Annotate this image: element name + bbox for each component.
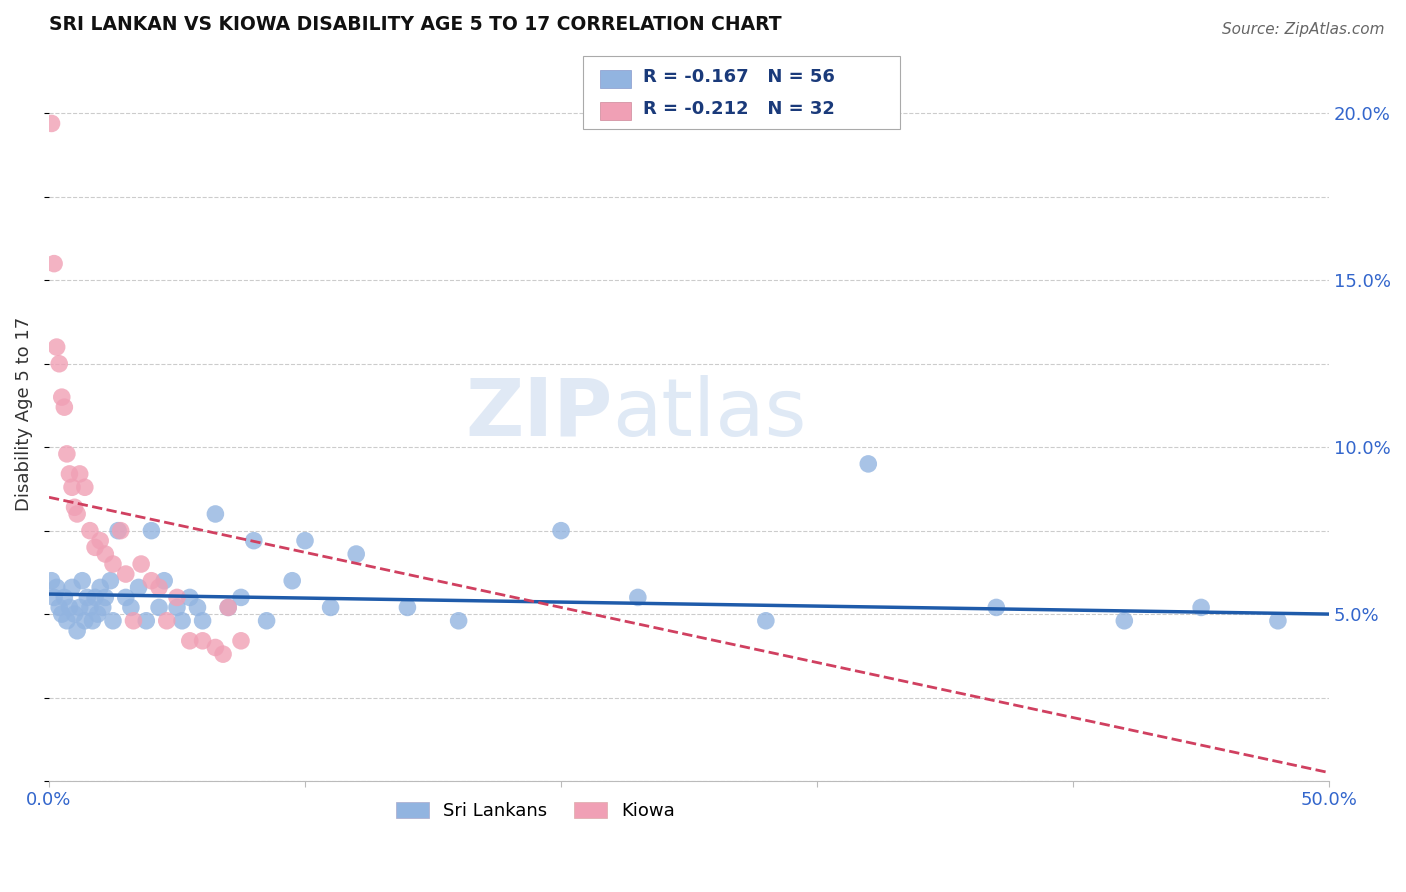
Point <box>217 600 239 615</box>
Point <box>122 614 145 628</box>
Point <box>128 581 150 595</box>
Point <box>166 600 188 615</box>
Point <box>179 591 201 605</box>
Point <box>41 574 63 588</box>
Point <box>1189 600 1212 615</box>
Y-axis label: Disability Age 5 to 17: Disability Age 5 to 17 <box>15 317 32 511</box>
Point <box>76 591 98 605</box>
Point <box>41 116 63 130</box>
Point <box>66 624 89 638</box>
Point <box>141 574 163 588</box>
Point <box>51 607 73 621</box>
Point <box>186 600 208 615</box>
Point <box>212 647 235 661</box>
Point <box>63 607 86 621</box>
Point <box>204 640 226 655</box>
Text: R = -0.212   N = 32: R = -0.212 N = 32 <box>643 100 834 118</box>
Point <box>256 614 278 628</box>
Point <box>319 600 342 615</box>
Text: SRI LANKAN VS KIOWA DISABILITY AGE 5 TO 17 CORRELATION CHART: SRI LANKAN VS KIOWA DISABILITY AGE 5 TO … <box>49 15 782 34</box>
Point <box>58 467 80 481</box>
Point <box>91 600 114 615</box>
Point <box>53 400 76 414</box>
Point <box>344 547 367 561</box>
Point <box>550 524 572 538</box>
Point <box>82 614 104 628</box>
Text: R = -0.167   N = 56: R = -0.167 N = 56 <box>643 68 834 86</box>
Point <box>166 591 188 605</box>
Point <box>94 591 117 605</box>
Point <box>94 547 117 561</box>
Point <box>627 591 650 605</box>
Point <box>986 600 1008 615</box>
Point <box>73 614 96 628</box>
Point <box>79 524 101 538</box>
Point <box>69 600 91 615</box>
Point <box>141 524 163 538</box>
Point <box>84 541 107 555</box>
Point <box>89 533 111 548</box>
Point <box>129 557 152 571</box>
Point <box>73 480 96 494</box>
Point <box>66 507 89 521</box>
Point <box>53 591 76 605</box>
Point <box>107 524 129 538</box>
Point <box>56 447 79 461</box>
Point <box>45 581 67 595</box>
Point <box>229 633 252 648</box>
Point <box>48 600 70 615</box>
Point <box>1114 614 1136 628</box>
Point <box>204 507 226 521</box>
Point <box>86 607 108 621</box>
Point <box>100 574 122 588</box>
Point <box>217 600 239 615</box>
Point <box>110 524 132 538</box>
Point <box>191 633 214 648</box>
Point <box>156 614 179 628</box>
Point <box>755 614 778 628</box>
Point <box>72 574 94 588</box>
Point <box>84 591 107 605</box>
Point <box>229 591 252 605</box>
Point <box>120 600 142 615</box>
Point <box>114 591 136 605</box>
Point <box>281 574 304 588</box>
Point <box>60 480 83 494</box>
Point <box>101 557 124 571</box>
Point <box>60 581 83 595</box>
Text: Source: ZipAtlas.com: Source: ZipAtlas.com <box>1222 22 1385 37</box>
Point <box>48 357 70 371</box>
Point <box>1267 614 1289 628</box>
Point <box>69 467 91 481</box>
Point <box>243 533 266 548</box>
Point <box>148 600 170 615</box>
Point <box>63 500 86 515</box>
Point <box>79 600 101 615</box>
Point <box>89 581 111 595</box>
Point <box>58 600 80 615</box>
Point <box>191 614 214 628</box>
Point <box>396 600 419 615</box>
Text: atlas: atlas <box>612 375 807 453</box>
Point <box>51 390 73 404</box>
Point <box>45 340 67 354</box>
Point <box>42 591 65 605</box>
Point <box>135 614 157 628</box>
Text: ZIP: ZIP <box>465 375 612 453</box>
Legend: Sri Lankans, Kiowa: Sri Lankans, Kiowa <box>389 795 682 827</box>
Point <box>447 614 470 628</box>
Point <box>179 633 201 648</box>
Point <box>153 574 176 588</box>
Point <box>42 257 65 271</box>
Point <box>114 567 136 582</box>
Point <box>56 614 79 628</box>
Point <box>172 614 194 628</box>
Point <box>294 533 316 548</box>
Point <box>858 457 880 471</box>
Point <box>101 614 124 628</box>
Point <box>148 581 170 595</box>
